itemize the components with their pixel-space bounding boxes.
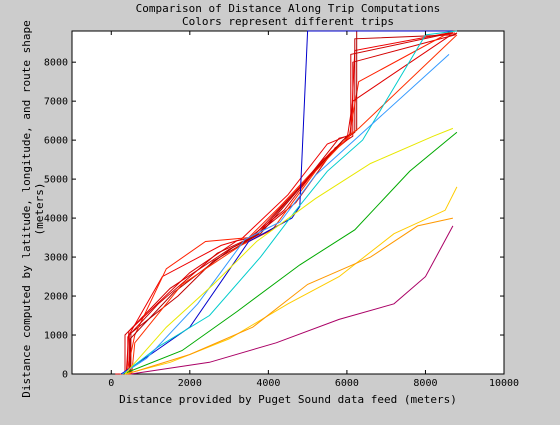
series-line-6 [118,32,454,375]
x-axis-ticks: 0 2000 4000 6000 8000 10000 [108,31,519,389]
chart-subtitle: Colors represent different trips [182,15,394,28]
series-line-8 [120,30,453,375]
y-tick-label: 4000 [44,214,68,225]
series-line-3 [120,32,455,375]
series-line-2 [119,32,458,375]
series-line-4 [123,30,457,375]
series-line-9 [122,30,457,375]
y-axis-ticks: 0 1000 2000 3000 4000 5000 6000 7000 8000 [44,58,504,381]
x-tick-label: 6000 [335,378,359,389]
y-tick-label: 1000 [44,331,68,342]
x-tick-label: 10000 [489,378,519,389]
y-tick-label: 5000 [44,175,68,186]
x-tick-label: 4000 [256,378,280,389]
series-line-15 [124,127,454,375]
x-axis-label: Distance provided by Puget Sound data fe… [119,393,457,406]
series-line-10 [124,186,458,375]
y-tick-label: 7000 [44,97,68,108]
series-line-0 [115,32,458,375]
y-axis-label: Distance computed by latitude, longitude… [20,20,46,398]
series-lines [115,30,458,375]
series-line-13 [122,54,450,375]
series-line-14 [130,225,454,375]
y-tick-label: 3000 [44,253,68,264]
series-line-12 [122,131,458,375]
y-tick-label: 0 [62,370,68,381]
x-tick-label: 0 [108,378,114,389]
series-line-11 [126,217,454,375]
chart-title: Comparison of Distance Along Trip Comput… [135,2,441,15]
y-tick-label: 6000 [44,136,68,147]
y-tick-label: 2000 [44,292,68,303]
x-tick-label: 8000 [413,378,437,389]
y-tick-label: 8000 [44,58,68,69]
x-tick-label: 2000 [178,378,202,389]
